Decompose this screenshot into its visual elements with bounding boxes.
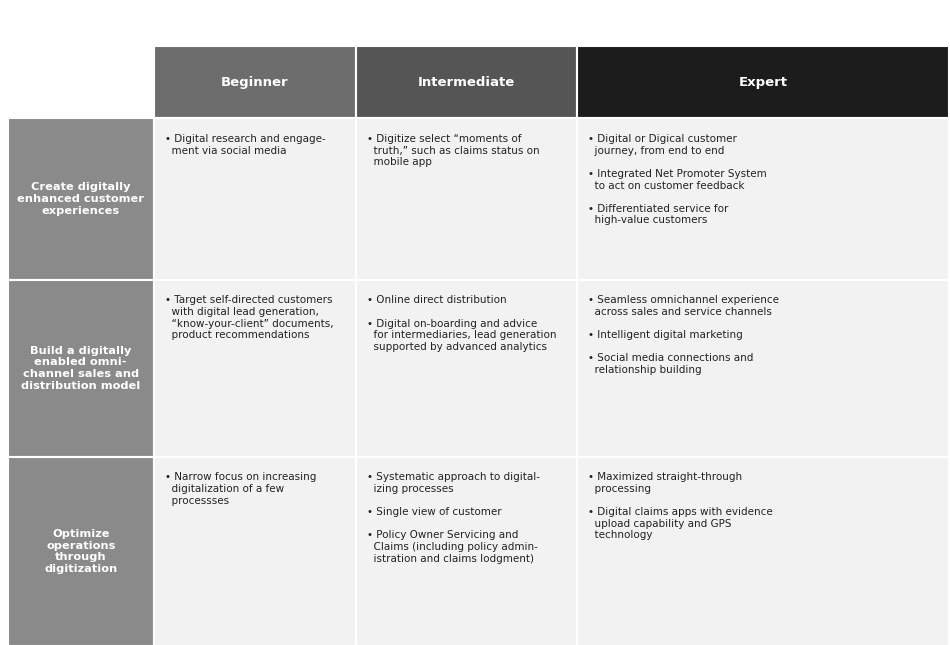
FancyBboxPatch shape xyxy=(154,46,356,119)
FancyBboxPatch shape xyxy=(356,457,577,645)
FancyBboxPatch shape xyxy=(8,279,154,457)
FancyBboxPatch shape xyxy=(154,457,356,645)
Text: Beginner: Beginner xyxy=(221,75,289,88)
Text: Expert: Expert xyxy=(738,75,788,88)
Text: • Digital research and engage-
  ment via social media: • Digital research and engage- ment via … xyxy=(165,134,326,156)
Text: Optimize
operations
through
digitization: Optimize operations through digitization xyxy=(44,529,118,574)
Text: • Digital or Digical customer
  journey, from end to end

• Integrated Net Promo: • Digital or Digical customer journey, f… xyxy=(588,134,767,225)
FancyBboxPatch shape xyxy=(356,46,577,119)
Text: Build a digitally
enabled omni-
channel sales and
distribution model: Build a digitally enabled omni- channel … xyxy=(21,346,141,390)
Text: • Narrow focus on increasing
  digitalization of a few
  processses: • Narrow focus on increasing digitalizat… xyxy=(165,472,316,506)
FancyBboxPatch shape xyxy=(154,279,356,457)
Text: • Target self-directed customers
  with digital lead generation,
  “know-your-cl: • Target self-directed customers with di… xyxy=(165,295,333,340)
FancyBboxPatch shape xyxy=(577,279,949,457)
FancyBboxPatch shape xyxy=(154,119,356,279)
Text: • Systematic approach to digital-
  izing processes

• Single view of customer

: • Systematic approach to digital- izing … xyxy=(368,472,541,564)
FancyBboxPatch shape xyxy=(356,279,577,457)
FancyBboxPatch shape xyxy=(577,119,949,279)
Text: Intermediate: Intermediate xyxy=(418,75,515,88)
FancyBboxPatch shape xyxy=(8,119,154,279)
Text: • Digitize select “moments of
  truth,” such as claims status on
  mobile app: • Digitize select “moments of truth,” su… xyxy=(368,134,540,167)
FancyBboxPatch shape xyxy=(577,457,949,645)
Text: Create digitally
enhanced customer
experiences: Create digitally enhanced customer exper… xyxy=(17,183,144,215)
FancyBboxPatch shape xyxy=(8,457,154,645)
Text: • Online direct distribution

• Digital on-boarding and advice
  for intermediar: • Online direct distribution • Digital o… xyxy=(368,295,557,352)
Text: • Maximized straight-through
  processing

• Digital claims apps with evidence
 : • Maximized straight-through processing … xyxy=(588,472,773,541)
FancyBboxPatch shape xyxy=(577,46,949,119)
FancyBboxPatch shape xyxy=(8,46,154,119)
FancyBboxPatch shape xyxy=(356,119,577,279)
Text: • Seamless omnichannel experience
  across sales and service channels

• Intelli: • Seamless omnichannel experience across… xyxy=(588,295,779,375)
